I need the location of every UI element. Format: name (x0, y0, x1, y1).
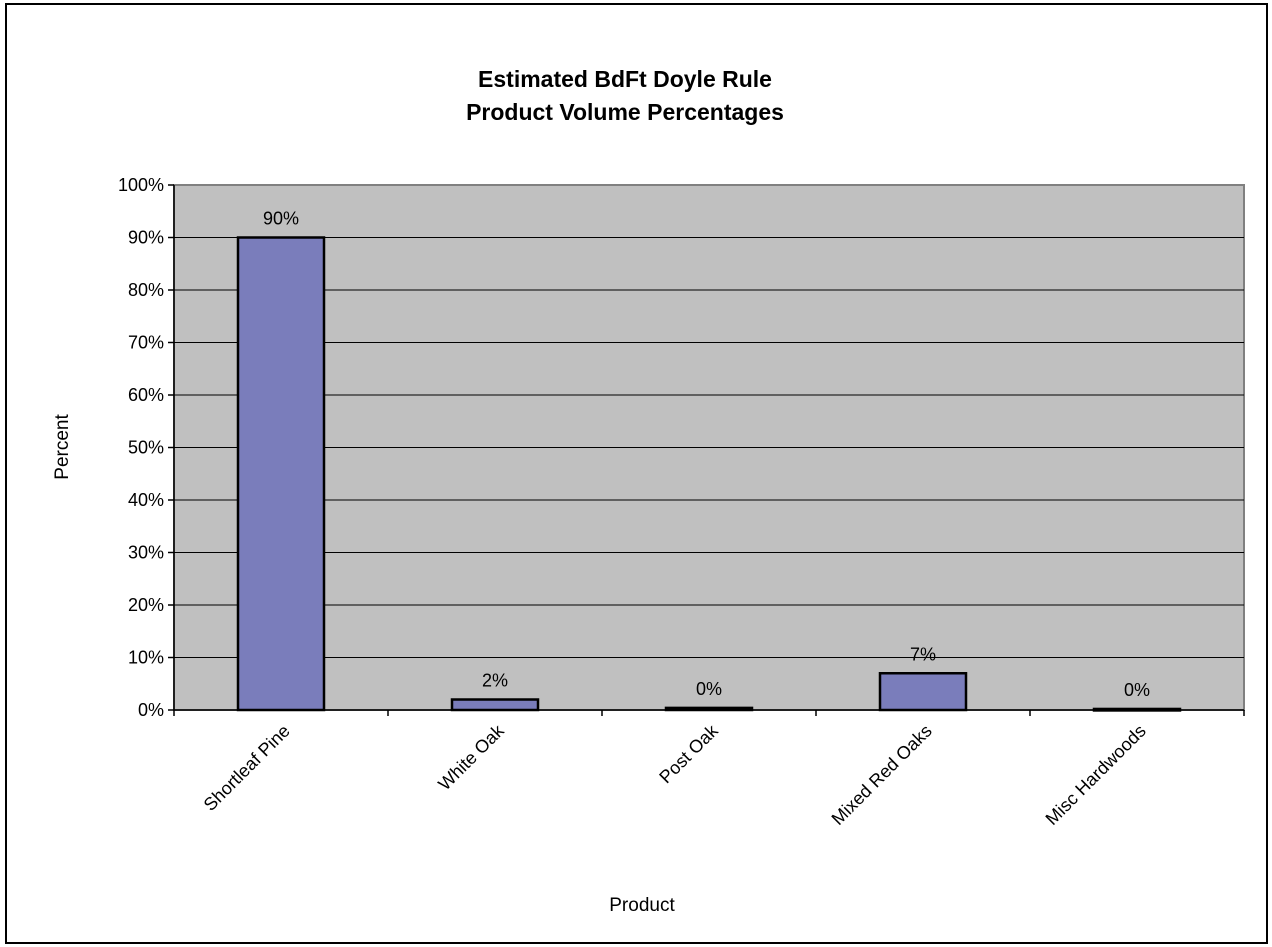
y-tick-label: 70% (128, 333, 164, 353)
x-category-labels: Shortleaf Pine White Oak Post Oak Mixed Red… (200, 720, 1150, 829)
data-label-0: 90% (263, 209, 299, 229)
y-tick-label: 50% (128, 438, 164, 458)
bar-0 (236, 236, 326, 712)
gridlines (174, 237, 1244, 658)
bar-3 (878, 672, 968, 712)
y-tick-label: 10% (128, 648, 164, 668)
chart-title: Estimated BdFt Doyle Rule Product Volume… (466, 66, 784, 125)
y-tick-label: 40% (128, 490, 164, 510)
chart-title-line-2: Product Volume Percentages (466, 99, 784, 125)
bar-4 (1092, 707, 1182, 712)
x-category-label-1: White Oak (434, 720, 508, 794)
x-category-label-3: Mixed Red Oaks (828, 721, 936, 829)
x-category-label-0: Shortleaf Pine (200, 721, 294, 815)
y-tick-label: 90% (128, 228, 164, 248)
x-category-label-4: Misc Hardwoods (1042, 721, 1150, 829)
y-tick-label: 60% (128, 385, 164, 405)
y-tick-label: 100% (118, 175, 164, 195)
chart-frame: Estimated BdFt Doyle Rule Product Volume… (5, 3, 1268, 944)
data-label-1: 2% (482, 671, 508, 691)
data-label-2: 0% (696, 679, 722, 699)
data-label-3: 7% (910, 644, 936, 664)
bars (236, 236, 1182, 712)
x-axis-title: Product (609, 895, 675, 916)
y-tick-label: 0% (138, 700, 164, 720)
y-tick-label: 30% (128, 543, 164, 563)
y-tick-label: 20% (128, 595, 164, 615)
data-label-4: 0% (1124, 680, 1150, 700)
data-labels: 90% 2% 0% 7% 0% (263, 209, 1150, 700)
bar-1 (450, 698, 540, 712)
x-category-label-2: Post Oak (655, 720, 722, 787)
y-tick-labels: 0% 10% 20% 30% 40% 50% 60% 70% 80% 90% 100% (118, 175, 164, 720)
chart-svg: Estimated BdFt Doyle Rule Product Volume… (52, 66, 1245, 916)
chart-title-line-1: Estimated BdFt Doyle Rule (478, 66, 772, 92)
bar-2 (664, 706, 754, 712)
y-tick-label: 80% (128, 280, 164, 300)
y-axis-title: Percent (52, 414, 73, 480)
